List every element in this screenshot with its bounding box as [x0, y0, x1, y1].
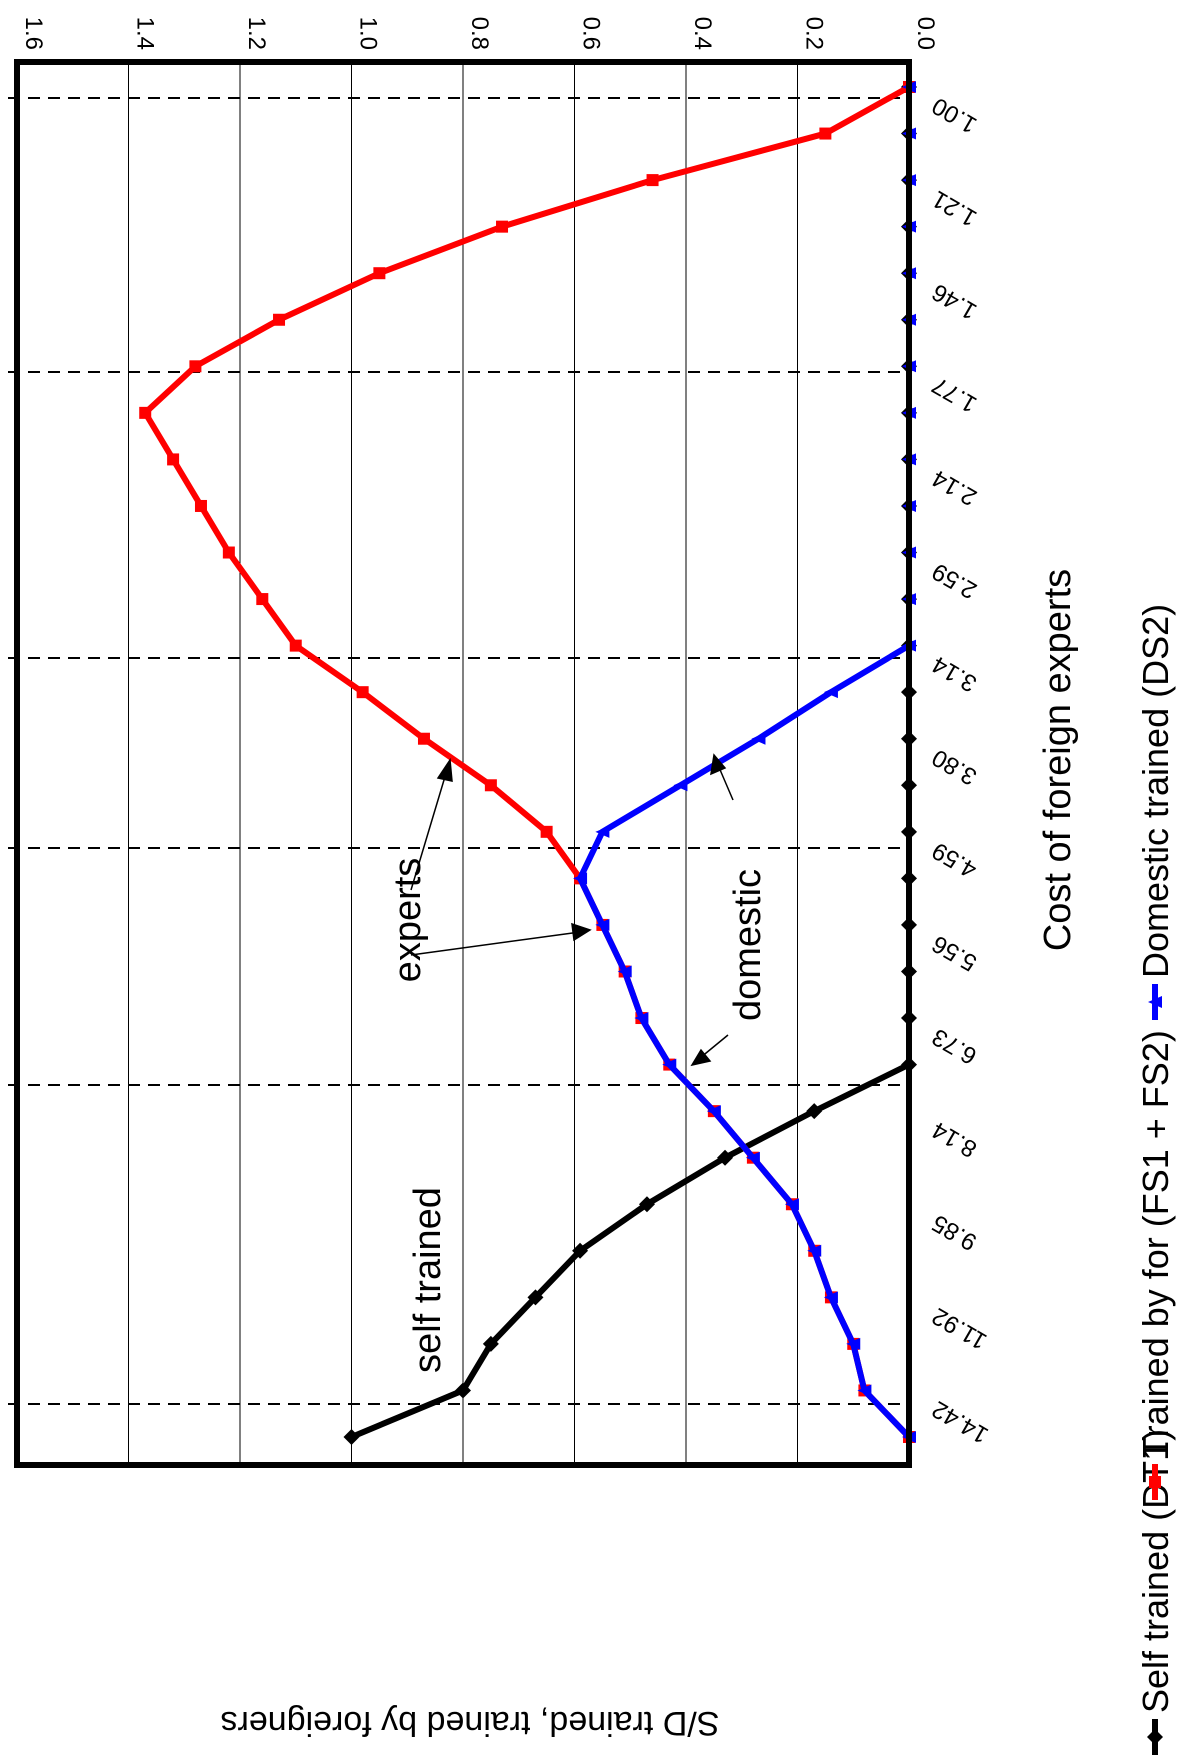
- arrow: [410, 769, 448, 891]
- y-tick-label: 0.0: [912, 17, 939, 50]
- marker: [482, 1335, 499, 1352]
- y-tick-label: 0.6: [578, 17, 605, 50]
- y-tick-label: 0.4: [689, 17, 716, 50]
- marker: [356, 686, 369, 699]
- marker: [595, 825, 610, 838]
- x-axis-title: Cost of foreign experts: [1037, 569, 1079, 951]
- y-tick-label: 0.2: [801, 17, 828, 50]
- annotation: experts: [387, 858, 429, 983]
- marker: [289, 639, 302, 652]
- annotation-arrows: [410, 753, 734, 1067]
- series-line: [577, 87, 912, 1440]
- x-tick-label: 2.59: [928, 557, 982, 604]
- x-tick-label: 1.00: [928, 92, 982, 139]
- legend-label: Trained by for (FS1 + FS2): [1135, 1030, 1176, 1458]
- marker: [634, 1012, 649, 1025]
- marker: [846, 1337, 861, 1350]
- y-tick-label: 1.0: [355, 17, 382, 50]
- legend: Self trained (DT1)Trained by for (FS1 + …: [1135, 604, 1176, 1755]
- marker: [673, 779, 688, 792]
- plot: [139, 79, 917, 1445]
- x-tick-label: 4.59: [928, 837, 982, 884]
- y-tick-label: 1.4: [132, 17, 159, 50]
- marker: [573, 872, 588, 885]
- arrow-head: [436, 757, 453, 782]
- marker: [496, 220, 509, 233]
- x-tick-label: 6.73: [928, 1023, 982, 1070]
- arrow-head: [571, 922, 592, 942]
- grid: [16, 62, 910, 1465]
- marker: [807, 1244, 822, 1257]
- annotation: domestic: [727, 869, 769, 1021]
- marker: [1147, 1729, 1163, 1745]
- y-tick-label: 1.2: [243, 17, 270, 50]
- x-tick-label: 1.46: [928, 278, 982, 325]
- marker: [540, 825, 553, 838]
- marker: [823, 686, 838, 699]
- marker: [751, 732, 766, 745]
- marker: [646, 174, 659, 187]
- x-tick-label: 3.80: [928, 744, 982, 791]
- y-tick-label: 0.8: [466, 17, 493, 50]
- marker: [638, 1196, 655, 1213]
- marker: [823, 1291, 838, 1304]
- marker: [373, 267, 386, 280]
- x-tick-label: 1.77: [928, 371, 982, 418]
- marker: [662, 1058, 677, 1071]
- legend-label: Domestic trained (DS2): [1135, 604, 1176, 978]
- marker: [343, 1429, 360, 1445]
- marker: [189, 360, 202, 373]
- y-tick-label: 1.6: [20, 17, 47, 50]
- marker: [139, 406, 152, 419]
- marker: [617, 965, 632, 978]
- marker: [572, 1242, 589, 1259]
- marker: [819, 127, 832, 140]
- x-tick-label: 11.92: [928, 1302, 992, 1355]
- marker: [1148, 996, 1162, 1008]
- plot-frame: [14, 59, 912, 1468]
- marker: [455, 1382, 471, 1399]
- marker: [167, 453, 180, 466]
- x-tick-label: 2.14: [928, 464, 982, 511]
- marker: [417, 732, 430, 745]
- marker: [857, 1384, 872, 1397]
- marker: [1149, 1476, 1161, 1488]
- x-tick-label: 5.56: [928, 930, 982, 977]
- arrow-head: [710, 753, 727, 776]
- marker: [527, 1289, 544, 1306]
- x-tick-label: 9.85: [928, 1209, 982, 1256]
- arrow: [410, 931, 581, 956]
- marker: [784, 1198, 799, 1211]
- x-tick-label: 1.21: [928, 185, 982, 232]
- annotation: self trained: [407, 1187, 449, 1373]
- arrow: [717, 764, 734, 801]
- marker: [706, 1105, 721, 1118]
- marker: [222, 546, 235, 559]
- series-line: [142, 84, 912, 1440]
- marker: [806, 1103, 823, 1120]
- marker: [717, 1149, 734, 1166]
- marker: [256, 593, 269, 606]
- x-tick-label: 8.14: [928, 1116, 982, 1163]
- marker: [595, 918, 610, 931]
- marker: [484, 779, 497, 792]
- y-axis-title: S/D trained, trained by foreigners: [221, 1704, 720, 1742]
- marker: [745, 1151, 760, 1164]
- marker: [273, 313, 286, 326]
- x-tick-label: 14.42: [928, 1395, 994, 1448]
- x-tick-label: 3.14: [928, 650, 982, 697]
- marker: [194, 499, 207, 512]
- arrow-head: [690, 1048, 712, 1067]
- dashed-guides: [8, 97, 909, 1405]
